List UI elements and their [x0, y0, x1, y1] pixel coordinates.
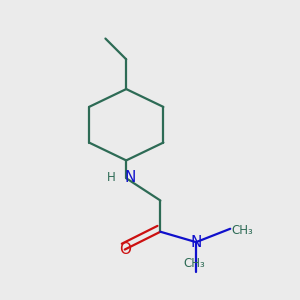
- Text: CH₃: CH₃: [184, 257, 206, 270]
- Text: H: H: [107, 171, 116, 184]
- Text: N: N: [124, 170, 136, 185]
- Text: N: N: [190, 235, 202, 250]
- Text: O: O: [119, 242, 131, 257]
- Text: CH₃: CH₃: [232, 224, 253, 237]
